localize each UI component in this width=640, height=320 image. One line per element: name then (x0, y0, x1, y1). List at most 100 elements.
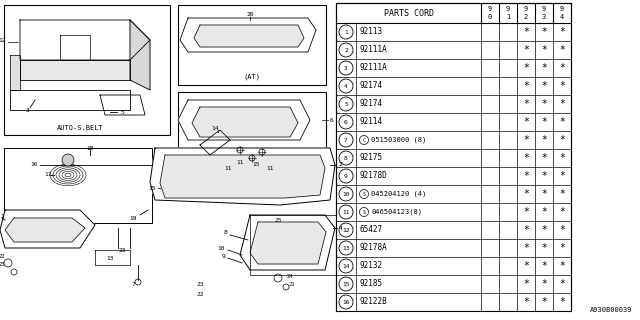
Text: AUTO-S.BELT: AUTO-S.BELT (56, 125, 104, 131)
Polygon shape (250, 222, 326, 264)
Polygon shape (180, 18, 316, 52)
Polygon shape (95, 250, 130, 265)
Text: 13: 13 (342, 245, 349, 251)
Text: *: * (559, 189, 565, 199)
Text: 3: 3 (344, 66, 348, 70)
Text: 65427: 65427 (359, 226, 382, 235)
Text: 6: 6 (344, 119, 348, 124)
Text: *: * (559, 207, 565, 217)
Text: S: S (362, 210, 365, 214)
Text: 15: 15 (148, 186, 156, 190)
Polygon shape (5, 218, 85, 242)
Text: *: * (523, 225, 529, 235)
Text: 92185: 92185 (359, 279, 382, 289)
Text: PARTS CORD: PARTS CORD (383, 9, 433, 18)
Text: 12: 12 (342, 228, 349, 233)
Text: 051503000 (8): 051503000 (8) (371, 137, 426, 143)
Text: 9: 9 (542, 6, 546, 12)
Text: *: * (523, 63, 529, 73)
Text: 92111A: 92111A (359, 45, 387, 54)
Polygon shape (60, 35, 90, 60)
Polygon shape (200, 130, 230, 155)
Text: 9: 9 (506, 6, 510, 12)
Text: 17: 17 (45, 172, 52, 178)
Text: 0: 0 (488, 14, 492, 20)
Text: 4: 4 (344, 84, 348, 89)
Text: *: * (541, 153, 547, 163)
Text: 14: 14 (342, 263, 349, 268)
Polygon shape (100, 95, 145, 115)
Text: 1: 1 (0, 213, 4, 219)
Polygon shape (130, 20, 150, 90)
Bar (178, 5, 326, 85)
Text: *: * (559, 99, 565, 109)
Text: 1: 1 (506, 14, 510, 20)
Text: 15: 15 (342, 282, 349, 286)
Polygon shape (20, 60, 130, 80)
Text: 2: 2 (524, 14, 528, 20)
Text: 7: 7 (131, 283, 135, 287)
Text: *: * (541, 207, 547, 217)
Text: *: * (559, 63, 565, 73)
Text: 046504123(8): 046504123(8) (371, 209, 422, 215)
Text: *: * (541, 243, 547, 253)
Text: *: * (523, 27, 529, 37)
Text: 24: 24 (287, 274, 293, 278)
Text: *: * (541, 297, 547, 307)
Bar (178, 92, 326, 177)
Text: 92175: 92175 (359, 154, 382, 163)
Text: 14: 14 (211, 125, 219, 131)
Bar (250, 215, 340, 275)
Text: 22: 22 (196, 292, 204, 298)
Polygon shape (240, 215, 335, 270)
Text: *: * (559, 297, 565, 307)
Text: 16: 16 (31, 163, 38, 167)
Polygon shape (150, 148, 335, 205)
Text: 9: 9 (221, 254, 225, 260)
Text: *: * (559, 225, 565, 235)
Text: 9: 9 (344, 173, 348, 179)
Bar (336, 3, 571, 311)
Text: 5: 5 (344, 101, 348, 107)
Text: *: * (523, 117, 529, 127)
Text: *: * (559, 135, 565, 145)
Text: *: * (523, 135, 529, 145)
Text: *: * (559, 261, 565, 271)
Text: *: * (523, 243, 529, 253)
Polygon shape (10, 90, 130, 110)
Text: *: * (559, 45, 565, 55)
Text: S: S (362, 191, 365, 196)
Text: *: * (523, 81, 529, 91)
Text: 92111A: 92111A (359, 63, 387, 73)
Text: 3: 3 (542, 14, 546, 20)
Text: 2: 2 (344, 47, 348, 52)
Text: *: * (559, 81, 565, 91)
Text: 25: 25 (275, 218, 282, 222)
Text: *: * (541, 171, 547, 181)
Polygon shape (178, 100, 310, 140)
Polygon shape (10, 55, 20, 90)
Text: 1: 1 (344, 29, 348, 35)
Text: 3: 3 (26, 108, 30, 113)
Polygon shape (192, 107, 298, 137)
Polygon shape (160, 155, 325, 198)
Text: *: * (523, 207, 529, 217)
Text: 20: 20 (246, 12, 253, 17)
Text: *: * (541, 117, 547, 127)
Text: A930B00039: A930B00039 (589, 307, 632, 313)
Text: *: * (559, 27, 565, 37)
Text: *: * (541, 135, 547, 145)
Text: 9: 9 (524, 6, 528, 12)
Bar (4, 5, 170, 135)
Text: *: * (559, 117, 565, 127)
Polygon shape (194, 25, 304, 47)
Text: *: * (541, 99, 547, 109)
Text: 4: 4 (560, 14, 564, 20)
Text: *: * (523, 189, 529, 199)
Text: 22: 22 (0, 253, 5, 259)
Text: *: * (523, 45, 529, 55)
Text: *: * (541, 261, 547, 271)
Text: *: * (523, 279, 529, 289)
Text: 4: 4 (339, 226, 343, 230)
Text: 19: 19 (129, 215, 137, 220)
